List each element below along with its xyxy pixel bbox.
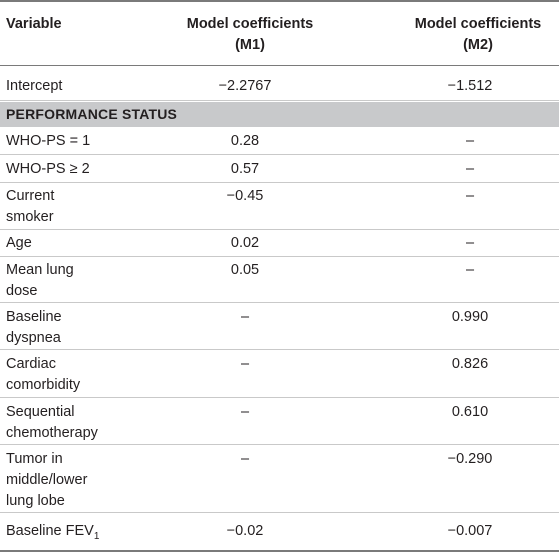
cell-m2: – (465, 262, 475, 278)
table-row: Baseline dyspnea – 0.990 (0, 303, 559, 350)
cell-variable-line2: comorbidity (6, 377, 81, 393)
cell-m2: −0.290 (447, 451, 493, 467)
section-header: PERFORMANCE STATUS (0, 102, 559, 127)
cell-variable-line3: lung lobe (6, 493, 65, 509)
cell-variable: Sequential chemotherapy (6, 402, 146, 444)
cell-m1: – (240, 309, 250, 325)
cell-variable-line2: middle/lower (6, 472, 88, 488)
table-row: Tumor in middle/lower lung lobe – −0.290 (0, 445, 559, 513)
cell-variable-line1: Baseline (6, 309, 62, 325)
table-row: Mean lung dose 0.05 – (0, 257, 559, 303)
table-header: Variable Model coefficients (M1) Model c… (0, 0, 559, 66)
cell-m2: −0.007 (447, 523, 493, 539)
cell-m1: – (240, 451, 250, 467)
table-row: WHO-PS ≥ 2 0.57 – (0, 155, 559, 183)
header-m2: Model coefficients (M2) (400, 14, 556, 56)
header-m2-line1: Model coefficients (414, 16, 542, 32)
cell-m2: 0.610 (451, 404, 489, 420)
cell-variable: WHO-PS ≥ 2 (6, 161, 90, 177)
cell-m1: 0.57 (230, 161, 260, 177)
header-m1-line1: Model coefficients (186, 16, 314, 32)
cell-m2: – (465, 235, 475, 251)
cell-m1: −2.2767 (218, 78, 272, 94)
cell-variable: Cardiac comorbidity (6, 354, 146, 396)
cell-variable: Current smoker (6, 186, 146, 228)
table-row: Current smoker −0.45 – (0, 183, 559, 230)
cell-variable-line2: chemotherapy (6, 425, 98, 441)
cell-m1: – (240, 404, 250, 420)
cell-m1: – (240, 356, 250, 372)
fev-subscript: 1 (93, 530, 100, 542)
cell-variable-line2: dose (6, 283, 38, 299)
cell-variable: Baseline FEV1 (6, 521, 146, 547)
header-m1-line2: (M1) (235, 37, 265, 53)
cell-variable: WHO-PS = 1 (6, 133, 91, 149)
cell-variable-line1: Tumor in (6, 451, 63, 467)
header-m1: Model coefficients (M1) (170, 14, 330, 56)
cell-m2: −1.512 (447, 78, 493, 94)
cell-m2: 0.990 (451, 309, 489, 325)
cell-variable: Baseline dyspnea (6, 307, 146, 349)
table-row: Sequential chemotherapy – 0.610 (0, 398, 559, 445)
cell-m1: 0.02 (230, 235, 260, 251)
cell-variable-line1: Mean lung (6, 262, 74, 278)
cell-variable: Intercept (6, 78, 63, 94)
cell-variable: Mean lung dose (6, 260, 146, 302)
cell-variable-line2: dyspnea (6, 330, 61, 346)
table-row: Cardiac comorbidity – 0.826 (0, 350, 559, 398)
table-row-fev: Baseline FEV1 −0.02 −0.007 (0, 513, 559, 550)
cell-m2: – (465, 188, 475, 204)
cell-variable-line1: Current (6, 188, 55, 204)
cell-m2: – (465, 161, 475, 177)
cell-variable: Tumor in middle/lower lung lobe (6, 449, 146, 512)
cell-variable-line2: smoker (6, 209, 54, 225)
cell-m1: 0.28 (230, 133, 260, 149)
table-row: WHO-PS = 1 0.28 – (0, 127, 559, 155)
cell-variable-line1: Cardiac (6, 356, 56, 372)
cell-m1: 0.05 (230, 262, 260, 278)
cell-m1: −0.02 (226, 523, 264, 539)
header-m2-line2: (M2) (463, 37, 493, 53)
cell-m1: −0.45 (226, 188, 264, 204)
fev-label: Baseline FEV (6, 523, 94, 539)
cell-variable-line1: Sequential (6, 404, 75, 420)
table-row-intercept: Intercept −2.2767 −1.512 (0, 66, 559, 101)
cell-m2: – (465, 133, 475, 149)
table-row: Age 0.02 – (0, 230, 559, 257)
cell-variable: Age (6, 235, 32, 251)
bottom-rule (0, 550, 559, 552)
cell-m2: 0.826 (451, 356, 489, 372)
header-variable: Variable (6, 16, 62, 32)
